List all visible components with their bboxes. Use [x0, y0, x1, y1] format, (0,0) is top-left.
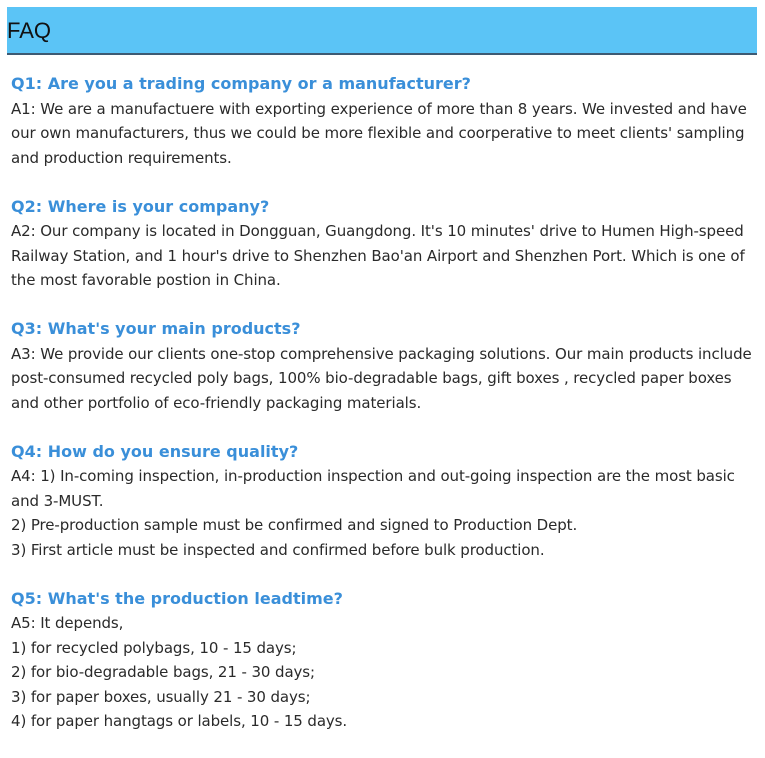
- faq-item: Q3: What's your main products? A3: We pro…: [11, 317, 756, 415]
- answer: A5: It depends, 1) for recycled polybags…: [11, 614, 348, 730]
- question: Q4: How do you ensure quality?: [11, 441, 299, 461]
- faq-header: FAQ: [7, 7, 757, 55]
- answer: A1: We are a manufactuere with exporting…: [11, 99, 747, 167]
- page-title: FAQ: [7, 18, 52, 43]
- question: Q5: What's the production leadtime?: [11, 588, 343, 608]
- faq-item: Q4: How do you ensure quality? A4: 1) In-…: [11, 440, 756, 563]
- question: Q2: Where is your company?: [11, 196, 270, 216]
- answer: A4: 1) In-coming inspection, in-producti…: [11, 467, 735, 559]
- faq-item: Q5: What's the production leadtime? A5: I…: [11, 587, 756, 734]
- question: Q3: What's your main products?: [11, 319, 301, 338]
- faq-item: Q2: Where is your company? A2: Our compan…: [11, 195, 756, 293]
- faq-item: Q1: Are you a trading company or a manuf…: [11, 72, 756, 170]
- faq-list: Q1: Are you a trading company or a manuf…: [11, 72, 756, 758]
- answer: A3: We provide our clients one-stop comp…: [11, 344, 752, 412]
- question: Q1: Are you a trading company or a manuf…: [11, 74, 471, 93]
- answer: A2: Our company is located in Dongguan, …: [11, 222, 745, 289]
